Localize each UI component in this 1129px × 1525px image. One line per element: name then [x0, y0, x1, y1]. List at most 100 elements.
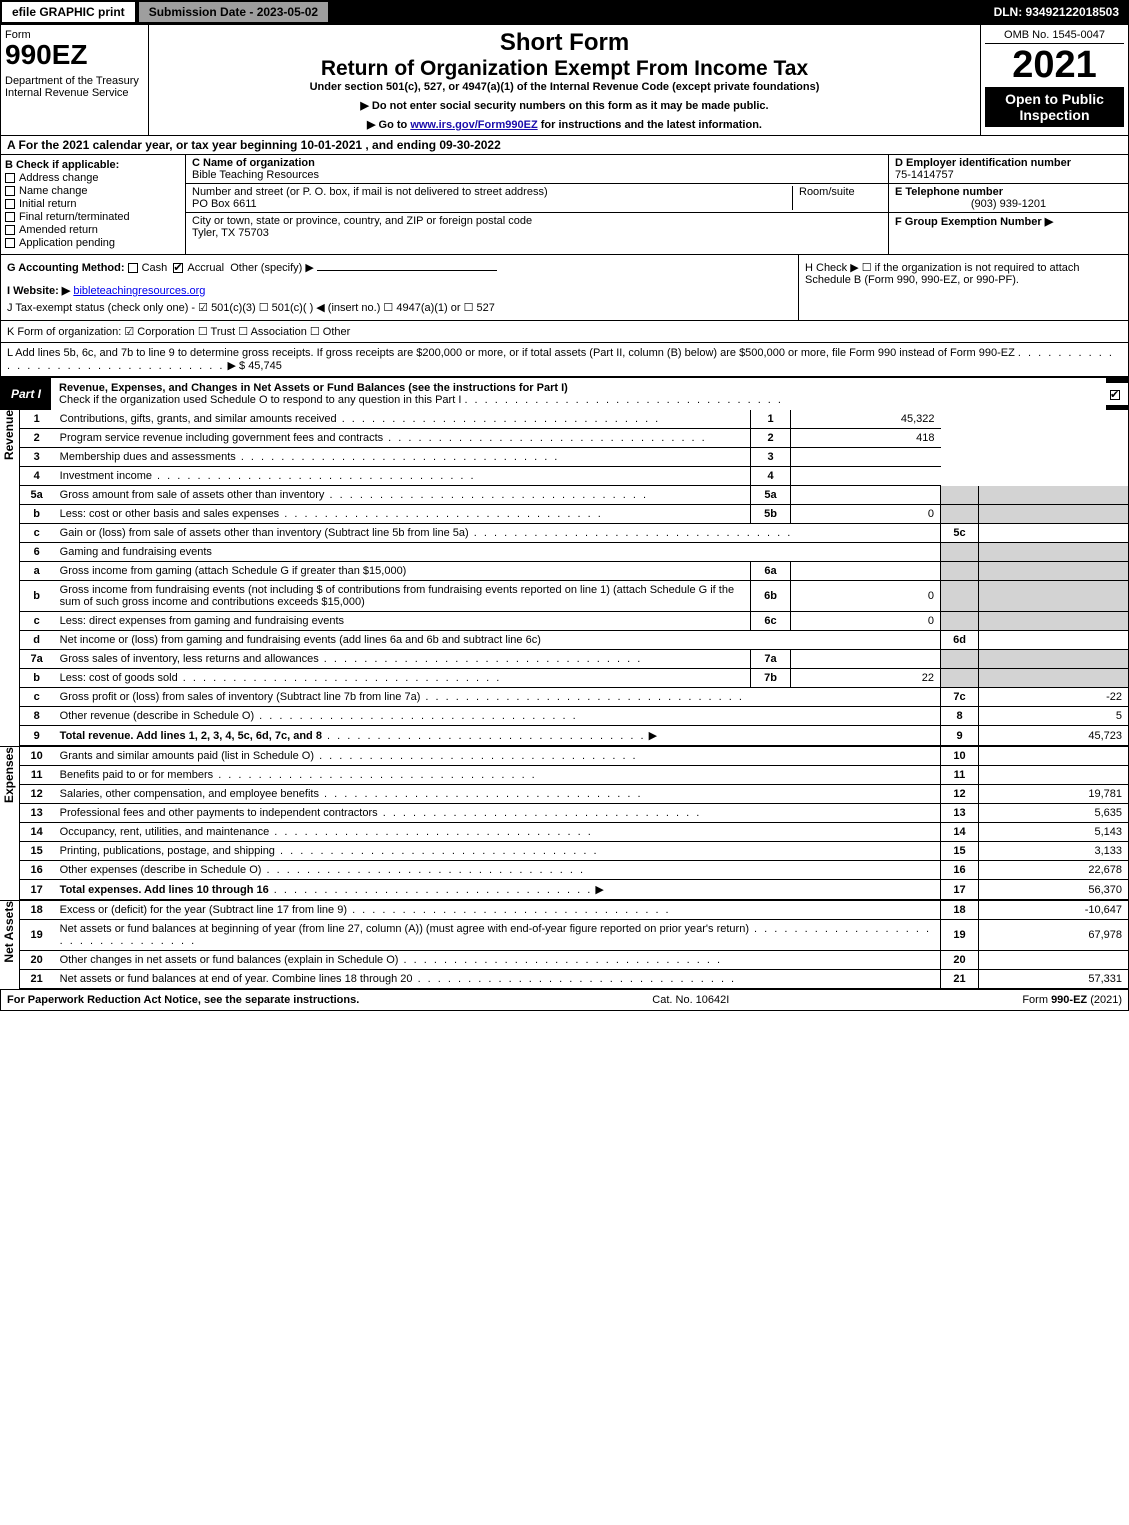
c-name-label: C Name of organization [192, 157, 315, 169]
line-7b: bLess: cost of goods sold7b22 [20, 669, 1129, 688]
ssn-note: ▶ Do not enter social security numbers o… [159, 99, 970, 112]
return-title: Return of Organization Exempt From Incom… [159, 57, 970, 81]
street-label: Number and street (or P. O. box, if mail… [192, 186, 548, 198]
part-i-header: Part I Revenue, Expenses, and Changes in… [0, 377, 1129, 410]
chk-address[interactable]: Address change [5, 172, 181, 184]
revenue-section: Revenue 1Contributions, gifts, grants, a… [0, 410, 1129, 747]
short-form-title: Short Form [159, 29, 970, 57]
omb-number: OMB No. 1545-0047 [985, 29, 1124, 44]
city-cell: City or town, state or province, country… [186, 213, 888, 241]
l-amount-label: ▶ $ [227, 360, 245, 372]
section-c: C Name of organization Bible Teaching Re… [186, 155, 888, 254]
submission-date: Submission Date - 2023-05-02 [137, 0, 330, 24]
street-value: PO Box 6611 [192, 198, 257, 210]
netassets-section: Net Assets 18Excess or (deficit) for the… [0, 901, 1129, 990]
line-1: 1Contributions, gifts, grants, and simil… [20, 410, 1129, 429]
section-l: L Add lines 5b, 6c, and 7b to line 9 to … [0, 343, 1129, 377]
line-6b: bGross income from fundraising events (n… [20, 581, 1129, 612]
chk-amended[interactable]: Amended return [5, 224, 181, 236]
line-18: 18Excess or (deficit) for the year (Subt… [20, 901, 1129, 920]
chk-initial[interactable]: Initial return [5, 198, 181, 210]
netassets-table: 18Excess or (deficit) for the year (Subt… [20, 901, 1129, 989]
line-6c: cLess: direct expenses from gaming and f… [20, 612, 1129, 631]
street-cell: Number and street (or P. O. box, if mail… [186, 184, 888, 213]
city-label: City or town, state or province, country… [192, 215, 532, 227]
line-17: 17Total expenses. Add lines 10 through 1… [20, 880, 1129, 900]
part-i-title: Revenue, Expenses, and Changes in Net As… [51, 377, 1106, 410]
header-right: OMB No. 1545-0047 2021 Open to Public In… [980, 25, 1128, 135]
city-value: Tyler, TX 75703 [192, 227, 269, 239]
line-14: 14Occupancy, rent, utilities, and mainte… [20, 823, 1129, 842]
goto-pre: ▶ Go to [367, 119, 410, 131]
chk-accrual[interactable] [173, 263, 183, 273]
room-label: Room/suite [792, 186, 882, 210]
l-amount: 45,745 [248, 360, 282, 372]
tel-label: E Telephone number [895, 186, 1003, 198]
revenue-vlabel: Revenue [0, 410, 20, 746]
goto-note: ▶ Go to www.irs.gov/Form990EZ for instru… [159, 118, 970, 131]
line-4: 4Investment income4 [20, 467, 1129, 486]
line-15: 15Printing, publications, postage, and s… [20, 842, 1129, 861]
open-inspection: Open to Public Inspection [985, 87, 1124, 127]
line-20: 20Other changes in net assets or fund ba… [20, 951, 1129, 970]
top-bar: efile GRAPHIC print Submission Date - 20… [0, 0, 1129, 24]
line-5c: cGain or (loss) from sale of assets othe… [20, 524, 1129, 543]
footer-mid: Cat. No. 10642I [359, 994, 1022, 1006]
section-j: J Tax-exempt status (check only one) - ☑… [7, 301, 792, 314]
line-11: 11Benefits paid to or for members11 [20, 766, 1129, 785]
expenses-vlabel: Expenses [0, 747, 20, 900]
chk-cash[interactable] [128, 263, 138, 273]
goto-post: for instructions and the latest informat… [538, 119, 762, 131]
section-a: A For the 2021 calendar year, or tax yea… [0, 136, 1129, 155]
footer-right: Form 990-EZ (2021) [1022, 994, 1122, 1006]
line-16: 16Other expenses (describe in Schedule O… [20, 861, 1129, 880]
g-label: G Accounting Method: [7, 262, 125, 274]
line-6: 6Gaming and fundraising events [20, 543, 1129, 562]
b-label: B Check if applicable: [5, 159, 181, 171]
line-5a: 5aGross amount from sale of assets other… [20, 486, 1129, 505]
line-9: 9Total revenue. Add lines 1, 2, 3, 4, 5c… [20, 726, 1129, 746]
section-k: K Form of organization: ☑ Corporation ☐ … [0, 321, 1129, 343]
section-def: D Employer identification number 75-1414… [888, 155, 1128, 254]
l-text: L Add lines 5b, 6c, and 7b to line 9 to … [7, 347, 1015, 359]
group-exempt-cell: F Group Exemption Number ▶ [889, 213, 1128, 230]
form-header: Form 990EZ Department of the Treasury In… [0, 24, 1129, 136]
header-left: Form 990EZ Department of the Treasury In… [1, 25, 149, 135]
info-block: B Check if applicable: Address change Na… [0, 155, 1129, 255]
ein-label: D Employer identification number [895, 157, 1071, 169]
netassets-vlabel: Net Assets [0, 901, 20, 989]
expenses-section: Expenses 10Grants and similar amounts pa… [0, 747, 1129, 901]
chk-final[interactable]: Final return/terminated [5, 211, 181, 223]
line-6d: dNet income or (loss) from gaming and fu… [20, 631, 1129, 650]
header-center: Short Form Return of Organization Exempt… [149, 25, 980, 135]
irs-link[interactable]: www.irs.gov/Form990EZ [410, 119, 537, 131]
expenses-table: 10Grants and similar amounts paid (list … [20, 747, 1129, 900]
part-i-checkbox[interactable] [1106, 382, 1128, 405]
section-g: G Accounting Method: Cash Accrual Other … [1, 255, 798, 320]
line-12: 12Salaries, other compensation, and empl… [20, 785, 1129, 804]
section-h: H Check ▶ ☐ if the organization is not r… [798, 255, 1128, 320]
line-5b: bLess: cost or other basis and sales exp… [20, 505, 1129, 524]
page-footer: For Paperwork Reduction Act Notice, see … [0, 990, 1129, 1011]
org-name: Bible Teaching Resources [192, 169, 319, 181]
line-13: 13Professional fees and other payments t… [20, 804, 1129, 823]
website-link[interactable]: bibleteachingresources.org [73, 285, 205, 297]
dln-label: DLN: 93492122018503 [984, 5, 1129, 19]
i-label: I Website: ▶ [7, 285, 70, 297]
line-7a: 7aGross sales of inventory, less returns… [20, 650, 1129, 669]
line-6a: aGross income from gaming (attach Schedu… [20, 562, 1129, 581]
ein-cell: D Employer identification number 75-1414… [889, 155, 1128, 184]
chk-name[interactable]: Name change [5, 185, 181, 197]
tel-value: (903) 939-1201 [895, 198, 1122, 210]
line-10: 10Grants and similar amounts paid (list … [20, 747, 1129, 766]
org-name-cell: C Name of organization Bible Teaching Re… [186, 155, 888, 184]
row-gh: G Accounting Method: Cash Accrual Other … [0, 255, 1129, 321]
line-3: 3Membership dues and assessments3 [20, 448, 1129, 467]
efile-label: efile GRAPHIC print [0, 0, 137, 24]
line-2: 2Program service revenue including gover… [20, 429, 1129, 448]
form-code: 990EZ [5, 41, 144, 69]
chk-pending[interactable]: Application pending [5, 237, 181, 249]
footer-left: For Paperwork Reduction Act Notice, see … [7, 994, 359, 1006]
line-8: 8Other revenue (describe in Schedule O)8… [20, 707, 1129, 726]
f-label: F Group Exemption Number ▶ [895, 216, 1053, 228]
